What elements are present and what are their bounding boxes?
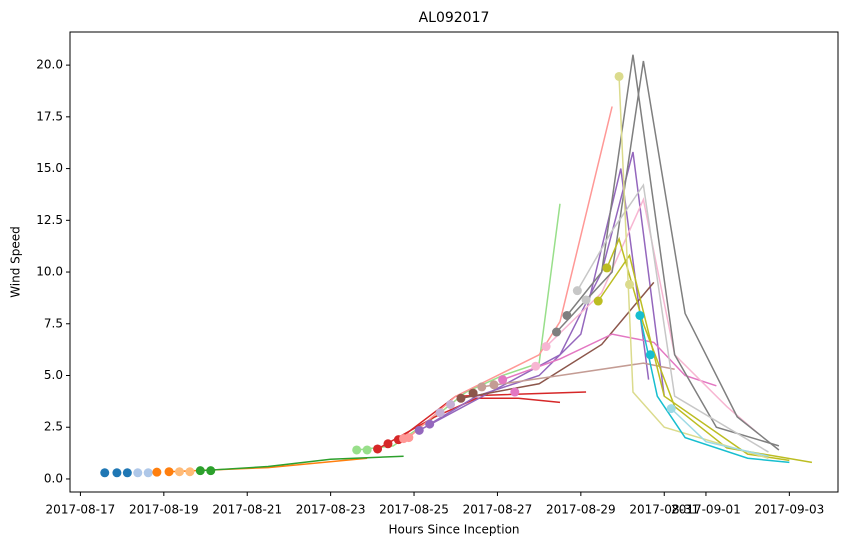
series-line: [408, 106, 613, 439]
data-point: [174, 467, 184, 477]
series-line: [200, 455, 404, 472]
chart-title: AL092017: [419, 10, 490, 26]
data-point: [425, 419, 435, 429]
data-point: [477, 382, 487, 392]
data-point: [562, 310, 572, 320]
series-line: [460, 281, 655, 399]
data-point: [531, 361, 541, 371]
series-line: [356, 203, 561, 451]
data-point: [572, 286, 582, 296]
series-line: [429, 168, 650, 425]
data-point: [456, 393, 466, 403]
data-point: [404, 433, 414, 443]
y-tick-label: 5.0: [44, 368, 63, 382]
y-axis-label: Wind Speed: [9, 226, 23, 298]
axes-frame: [69, 31, 839, 493]
data-point: [195, 466, 205, 476]
y-tick-label: 2.5: [44, 420, 63, 434]
data-point: [602, 263, 612, 273]
data-point: [122, 468, 132, 478]
x-tick-label: 2017-08-21: [212, 503, 282, 517]
data-point: [446, 399, 456, 409]
data-point: [206, 466, 216, 476]
data-point: [541, 342, 551, 352]
y-tick-label: 12.5: [36, 213, 63, 227]
data-point: [362, 445, 372, 455]
data-point: [373, 444, 383, 454]
x-tick-label: 2017-08-29: [546, 503, 616, 517]
series-line: [618, 76, 769, 459]
data-point: [185, 467, 195, 477]
y-tick-label: 0.0: [44, 471, 63, 485]
x-tick-label: 2017-09-03: [754, 503, 824, 517]
data-point: [435, 408, 445, 418]
y-tick-label: 15.0: [36, 161, 63, 175]
series-line: [481, 362, 675, 388]
data-point: [624, 279, 634, 289]
y-tick-label: 10.0: [36, 265, 63, 279]
series-line: [576, 183, 769, 453]
data-point: [468, 388, 478, 398]
x-tick-label: 2017-08-23: [296, 503, 366, 517]
data-point: [352, 445, 362, 455]
data-point: [635, 310, 645, 320]
plot-area: [100, 54, 813, 478]
x-tick-label: 2017-08-17: [46, 503, 116, 517]
series-line: [670, 408, 769, 457]
x-axis-label: Hours Since Inception: [388, 523, 519, 537]
series-line: [502, 333, 717, 387]
series-line: [555, 60, 780, 451]
data-point: [414, 425, 424, 435]
data-point: [593, 296, 603, 306]
x-tick-label: 2017-08-31: [629, 503, 699, 517]
x-tick-label: 2017-08-25: [379, 503, 449, 517]
series-line: [397, 391, 587, 441]
y-tick-label: 7.5: [44, 316, 63, 330]
data-point: [645, 350, 655, 360]
data-point: [100, 468, 110, 478]
data-point: [614, 71, 624, 81]
data-point: [164, 467, 174, 477]
data-point: [152, 467, 162, 477]
data-point: [133, 468, 143, 478]
data-point: [112, 468, 122, 478]
data-point: [383, 439, 393, 449]
series-line: [566, 54, 780, 447]
x-tick-label: 2017-08-27: [463, 503, 533, 517]
data-point: [666, 404, 676, 414]
data-point: [510, 387, 520, 397]
series-line: [545, 197, 759, 435]
data-point: [581, 295, 591, 305]
data-point: [489, 380, 499, 390]
x-tick-label: 2017-08-19: [129, 503, 199, 517]
series-line: [418, 151, 665, 431]
series-line: [639, 315, 790, 464]
data-point: [498, 375, 508, 385]
y-tick-label: 20.0: [36, 58, 63, 72]
data-point: [143, 468, 153, 478]
x-tick-label: 2017-09-01: [671, 503, 741, 517]
y-tick-label: 17.5: [36, 109, 63, 123]
series-line: [606, 236, 813, 464]
data-point: [552, 327, 562, 337]
